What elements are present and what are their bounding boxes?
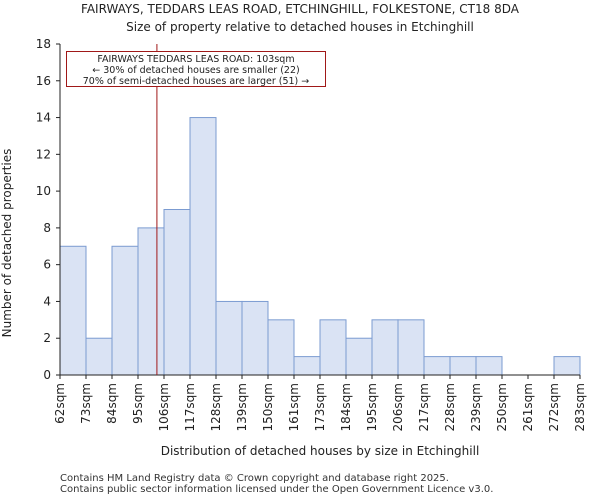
x-tick-label: 106sqm — [157, 383, 171, 431]
x-tick-label: 95sqm — [131, 383, 145, 424]
y-tick-label: 16 — [36, 74, 51, 88]
chart-subtitle: Size of property relative to detached ho… — [126, 20, 474, 34]
y-tick-label: 6 — [43, 258, 51, 272]
annotation-line-1: FAIRWAYS TEDDARS LEAS ROAD: 103sqm — [97, 54, 295, 65]
x-tick-label: 62sqm — [53, 383, 67, 424]
histogram-bar — [397, 319, 425, 376]
histogram-bar — [215, 300, 243, 376]
annotation-line-2: ← 30% of detached houses are smaller (22… — [92, 65, 300, 76]
x-tick-label: 139sqm — [235, 383, 249, 431]
x-tick-label: 250sqm — [495, 383, 509, 431]
y-tick-label: 12 — [36, 147, 51, 161]
histogram-bar — [475, 356, 503, 376]
y-tick-label: 0 — [43, 368, 51, 382]
x-tick-label: 117sqm — [183, 383, 197, 431]
histogram-bar — [553, 356, 581, 376]
histogram-bar — [85, 337, 113, 376]
histogram-bar — [59, 245, 87, 376]
histogram-bar — [137, 227, 165, 376]
x-tick-label: 228sqm — [443, 383, 457, 431]
x-axis-label: Distribution of detached houses by size … — [160, 444, 480, 458]
annotation-box: FAIRWAYS TEDDARS LEAS ROAD: 103sqm ← 30%… — [66, 51, 326, 87]
x-tick-label: 272sqm — [547, 383, 561, 431]
x-tick-label: 73sqm — [79, 383, 93, 424]
x-tick-label: 84sqm — [105, 383, 119, 424]
x-tick-label: 184sqm — [339, 383, 353, 431]
histogram-bar — [319, 319, 347, 376]
x-tick-label: 150sqm — [261, 383, 275, 431]
x-tick-label: 161sqm — [287, 383, 301, 431]
y-tick-label: 4 — [43, 294, 51, 308]
histogram-bar — [423, 356, 451, 376]
x-tick-label: 128sqm — [209, 383, 223, 431]
x-tick-label: 173sqm — [313, 383, 327, 431]
histogram-bar — [163, 209, 191, 376]
y-tick-label: 2 — [43, 331, 51, 345]
y-tick-label: 14 — [36, 111, 51, 125]
histogram-bar — [345, 337, 373, 376]
annotation-line-3: 70% of semi-detached houses are larger (… — [82, 76, 310, 87]
y-axis-label: Number of detached properties — [0, 148, 14, 338]
histogram-bar — [189, 117, 217, 376]
histogram-bar — [111, 245, 139, 376]
y-tick-label: 8 — [43, 221, 51, 235]
histogram-bar — [267, 319, 295, 376]
x-tick-label: 283sqm — [573, 383, 587, 431]
histogram-bar — [449, 356, 477, 376]
histogram-bar — [241, 300, 269, 376]
chart-title: FAIRWAYS, TEDDARS LEAS ROAD, ETCHINGHILL… — [81, 2, 519, 16]
y-tick-label: 18 — [36, 37, 51, 51]
x-tick-label: 195sqm — [365, 383, 379, 431]
footer-line-1: Contains HM Land Registry data © Crown c… — [60, 473, 449, 484]
histogram-bar — [293, 356, 321, 376]
footer-line-2: Contains public sector information licen… — [60, 484, 494, 495]
x-tick-label: 239sqm — [469, 383, 483, 431]
x-tick-label: 206sqm — [391, 383, 405, 431]
histogram-bar — [371, 319, 399, 376]
y-tick-label: 10 — [36, 184, 51, 198]
x-tick-label: 261sqm — [521, 383, 535, 431]
x-tick-label: 217sqm — [417, 383, 431, 431]
